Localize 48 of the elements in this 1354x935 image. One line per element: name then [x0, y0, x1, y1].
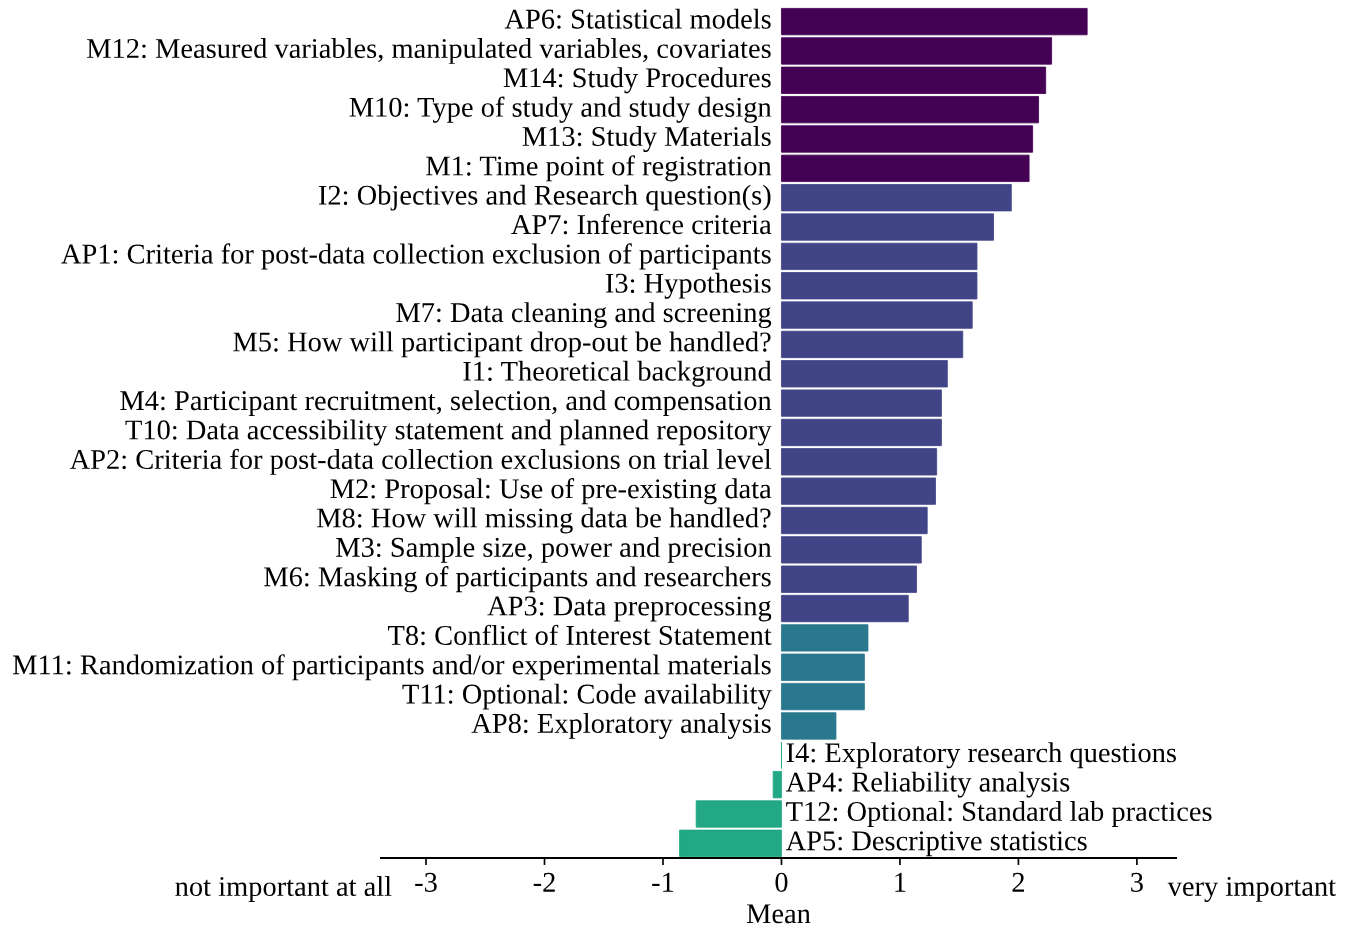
bar	[781, 594, 909, 623]
y-tick-label: M11: Randomization of participants and/or experimental materials	[13, 654, 771, 681]
y-tick-label: I4: Exploratory research questions	[786, 742, 1176, 769]
x-tick-label: 0	[775, 872, 788, 892]
y-tick-label: AP4: Reliability analysis	[785, 771, 1070, 798]
bar	[781, 506, 928, 535]
x-tick-label: 1	[895, 872, 906, 892]
y-tick-label: AP7: Inference criteria	[511, 213, 772, 235]
y-tick-label: I1: Theoretical background	[463, 360, 772, 387]
y-tick-label: M7: Data cleaning and screening	[396, 302, 772, 329]
y-tick-label: AP2: Criteria for post-data collection exclusions on trial level	[69, 448, 772, 475]
y-tick-label: M8: How will missing data be handled?	[317, 507, 771, 534]
y-tick-label: T10: Data accessibility statement and planned repository	[125, 419, 772, 446]
y-tick-label: T12: Optional: Standard lab practices	[786, 801, 1212, 827]
x-tick-label: -3	[415, 872, 437, 892]
bar	[772, 771, 782, 799]
text: very important	[1167, 876, 1336, 902]
y-tick-label: I2: Objectives and Research question(s)	[318, 184, 771, 211]
x-tick-label: -1	[652, 872, 674, 892]
y-tick-label: AP1: Criteria for post-data collection exclusion of participants	[61, 243, 771, 270]
y-tick-label: AP8: Exploratory analysis	[471, 712, 771, 739]
y-tick-label: AP5: Descriptive statistics	[785, 831, 1087, 857]
bar	[781, 7, 1088, 36]
y-tick-label: T11: Optional: Code availability	[402, 683, 772, 710]
x-tick-label: 2	[1012, 872, 1024, 892]
y-tick-label: M5: How will participant drop-out be handled?	[233, 331, 771, 358]
y-tick-label: M3: Sample size, power and precision	[336, 536, 772, 563]
x-axis-title: Mean	[746, 904, 811, 924]
y-tick-label: AP6: Statistical models	[504, 8, 771, 29]
bar	[781, 242, 978, 271]
y-tick-label: M10: Type of study and study design	[349, 96, 772, 123]
y-tick-label: I3: Hypothesis	[605, 272, 771, 299]
y-tick-label: M2: Proposal: Use of pre-existing data	[330, 478, 772, 505]
y-tick-label: M6: Masking of participants and researchers	[264, 566, 771, 593]
bar	[781, 418, 942, 447]
y-tick-label: M4: Participant recruitment, selection, and compensation	[120, 390, 772, 417]
y-tick-label: M14: Study Procedures	[503, 67, 771, 94]
bar	[781, 712, 837, 740]
x-tick-label: -2	[533, 872, 555, 892]
bar	[781, 330, 964, 359]
y-tick-label: AP3: Data preprocessing	[487, 596, 772, 622]
y-tick-label: T8: Conflict of Interest Statement	[387, 624, 772, 646]
bar	[781, 682, 865, 711]
y-tick-label: M13: Study Materials	[522, 126, 771, 152]
y-tick-label: M1: Time point of registration	[426, 155, 772, 182]
y-tick-label: M12: Measured variables, manipulated variables, covariates	[87, 38, 771, 64]
x-tick-label: 3	[1131, 872, 1143, 892]
text: not important at all	[175, 876, 392, 902]
